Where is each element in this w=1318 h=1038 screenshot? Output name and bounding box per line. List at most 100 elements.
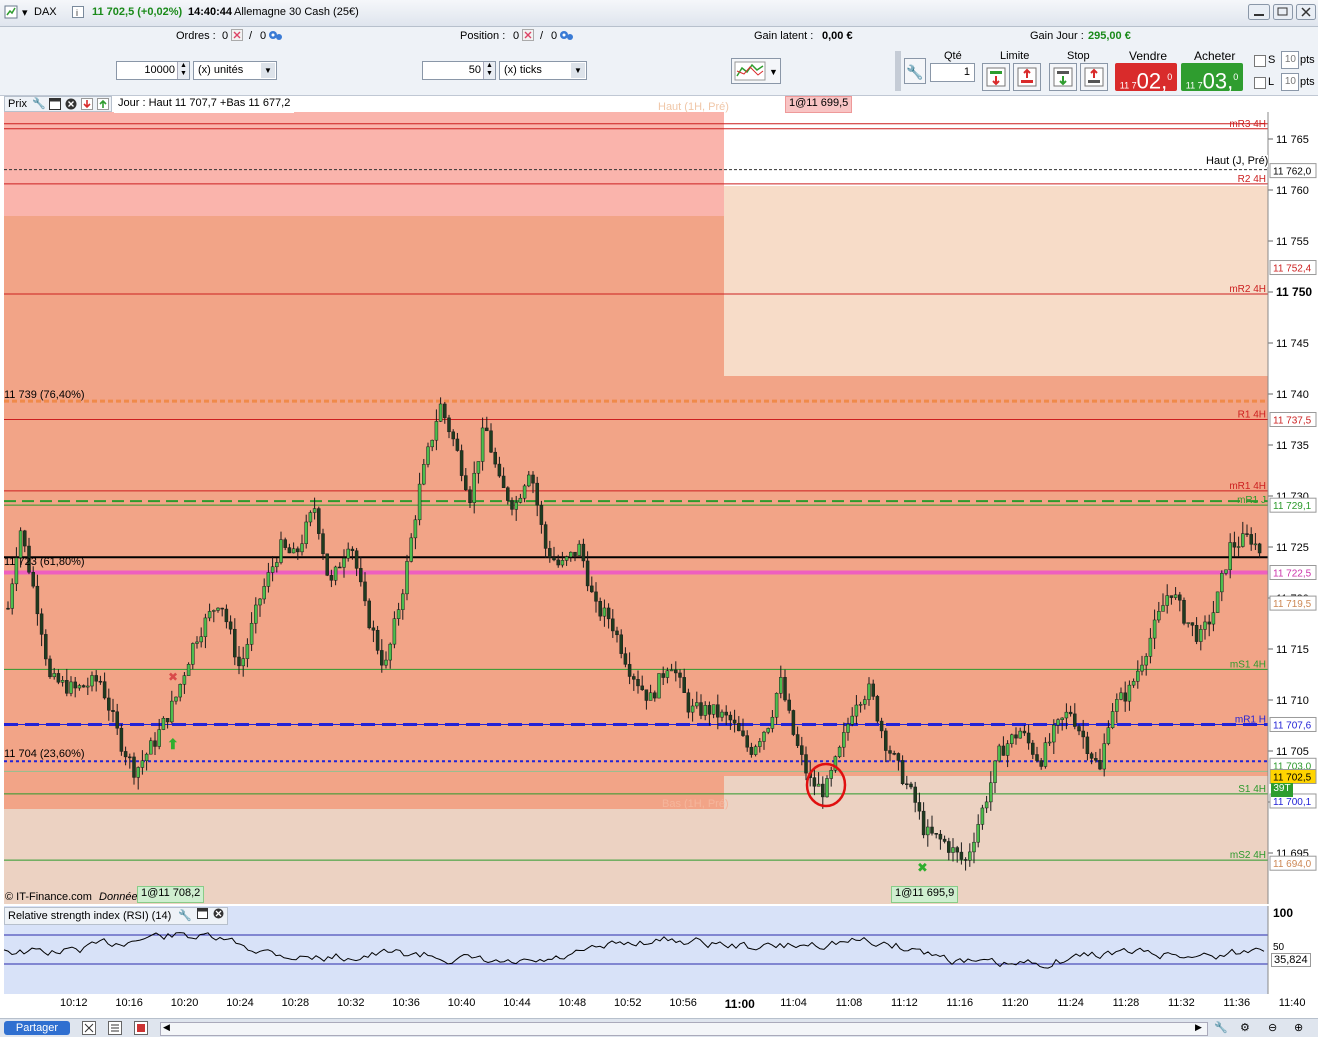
chart-type-button[interactable]: ▼	[731, 58, 781, 84]
candle-body	[1182, 599, 1186, 624]
ticks-spin-icon[interactable]: ▲ ▼	[483, 62, 495, 79]
window-icon[interactable]	[49, 98, 61, 113]
candle-body	[690, 705, 695, 713]
time-tick-label: 11:16	[946, 997, 974, 1009]
zoom-icon[interactable]	[82, 1021, 96, 1038]
candle-body	[854, 704, 859, 717]
orders-settings-icon[interactable]	[268, 29, 282, 44]
close-panel-icon[interactable]	[213, 908, 224, 922]
limit-buy-button[interactable]	[1013, 63, 1041, 91]
settings-icon[interactable]: ⚙	[1240, 1022, 1250, 1034]
rsi-line	[3, 932, 1265, 969]
cancel-orders-icon[interactable]	[231, 29, 243, 44]
executed-order-tag[interactable]: 1@11 695,9	[891, 886, 959, 903]
price-chart[interactable]: mR3 4H R2 4H mR2 4H R1 4H mR1 4H mR1 J mS1 4H m…	[0, 96, 1318, 906]
grid-icon[interactable]	[108, 1021, 122, 1038]
wrench-icon[interactable]: 🔧	[904, 58, 926, 84]
limit-sell-button[interactable]	[982, 63, 1010, 91]
candle-body	[1211, 612, 1216, 625]
candle-body	[598, 601, 602, 617]
stop-points-input[interactable]: 10	[1281, 51, 1299, 69]
limit-points-input[interactable]: 10	[1281, 73, 1299, 91]
panel-handle[interactable]	[895, 51, 901, 91]
candle-body	[955, 847, 959, 853]
candle-body	[291, 548, 296, 554]
minimize-button[interactable]	[1248, 4, 1270, 23]
stop-checkbox[interactable]	[1254, 55, 1266, 67]
time-tick-label: 11:04	[780, 997, 807, 1009]
price-tags: 11 762,0 11 752,4 11 737,5 11 729,1 11 722,5…	[1269, 163, 1317, 871]
price-chart-canvas[interactable]: mR3 4H R2 4H mR2 4H R1 4H mR1 4H mR1 J mS1 4H m…	[0, 96, 1318, 906]
candle-body	[279, 539, 283, 563]
candle-body	[157, 729, 161, 747]
quantity-spin-icon[interactable]: ▲ ▼	[177, 62, 189, 79]
pending-order-tag[interactable]: 1@11 699,5	[785, 96, 853, 113]
highlight-circle	[805, 762, 847, 808]
ticks-stepper[interactable]: 50 ▲ ▼	[422, 61, 496, 80]
candle-body	[472, 472, 476, 503]
limit-label: Limite	[1000, 50, 1030, 62]
order-sell-icon[interactable]	[81, 98, 93, 113]
candle-body	[947, 841, 951, 853]
scroll-right-icon[interactable]: ▶	[1195, 1022, 1202, 1032]
quantity-unit-select[interactable]: (x) unités ▼	[193, 61, 277, 80]
price-tag-label: 11 737,5	[1273, 416, 1312, 427]
expand-icon[interactable]	[134, 1021, 148, 1038]
executed-order-tag[interactable]: 1@11 708,2	[137, 886, 205, 903]
scroll-left-icon[interactable]: ◀	[163, 1022, 170, 1032]
dropdown-arrow-icon[interactable]: ▾	[22, 7, 28, 19]
close-panel-icon[interactable]	[65, 98, 77, 113]
candle-body	[44, 634, 48, 660]
wrench-icon[interactable]: 🔧	[178, 910, 192, 922]
candle-body	[1098, 760, 1102, 770]
chevron-down-icon[interactable]: ▼	[571, 63, 585, 78]
chevron-down-icon[interactable]: ▼	[261, 63, 275, 78]
candle-body	[94, 675, 98, 682]
candle-body	[632, 676, 636, 680]
ticks-unit-select[interactable]: (x) ticks ▼	[499, 61, 587, 80]
candle-body	[1203, 621, 1207, 630]
candle-body	[354, 550, 359, 569]
candle-body	[1115, 699, 1119, 712]
share-button[interactable]: Partager	[4, 1021, 70, 1035]
stop-buy-button[interactable]	[1080, 63, 1108, 91]
candle-body	[1052, 724, 1056, 743]
candle-body	[837, 746, 842, 757]
candle-body	[703, 705, 707, 716]
position-value: 0	[513, 30, 520, 42]
candle-body	[140, 760, 145, 768]
candle-body	[858, 704, 863, 706]
candle-body	[816, 783, 821, 787]
stop-sell-button[interactable]	[1049, 63, 1077, 91]
candle-body	[489, 430, 493, 453]
candle-body	[426, 446, 430, 465]
qte-label: Qté	[944, 50, 962, 62]
share-label: Partager	[15, 1022, 59, 1034]
sell-button[interactable]: 11 702,0	[1115, 63, 1177, 93]
stop-sell-icon	[1053, 67, 1073, 87]
zoom-in-icon[interactable]: ⊕	[1294, 1022, 1304, 1034]
candle-body	[606, 607, 611, 620]
zoom-out-icon[interactable]: ⊖	[1268, 1022, 1278, 1034]
position-settings-icon[interactable]	[559, 29, 573, 44]
info-icon[interactable]: i	[72, 6, 84, 21]
order-buy-icon[interactable]	[97, 98, 109, 113]
quantity-stepper[interactable]: 10000 ▲ ▼	[116, 61, 190, 80]
pivot-label: mR1 H	[1235, 714, 1266, 725]
close-button[interactable]	[1296, 4, 1316, 23]
candle-body	[1106, 727, 1111, 744]
rsi-value: 35,824	[1271, 953, 1311, 967]
candle-body	[115, 711, 119, 729]
candle-body	[1224, 569, 1228, 574]
wrench-icon[interactable]: 🔧	[32, 98, 46, 110]
horizontal-scrollbar[interactable]: ◀ ▶	[160, 1022, 1208, 1036]
window-icon[interactable]	[197, 908, 209, 922]
qte-input[interactable]: 1	[930, 63, 975, 82]
candle-body	[1169, 595, 1174, 598]
tools-icon[interactable]: 🔧	[1214, 1022, 1228, 1034]
maximize-button[interactable]	[1273, 4, 1293, 23]
buy-button[interactable]: 11 703,0	[1181, 63, 1243, 93]
rsi-panel[interactable]: Relative strength index (RSI) (14) 🔧 100…	[0, 906, 1318, 994]
limit-checkbox[interactable]	[1254, 77, 1266, 89]
close-position-icon[interactable]	[522, 29, 534, 44]
